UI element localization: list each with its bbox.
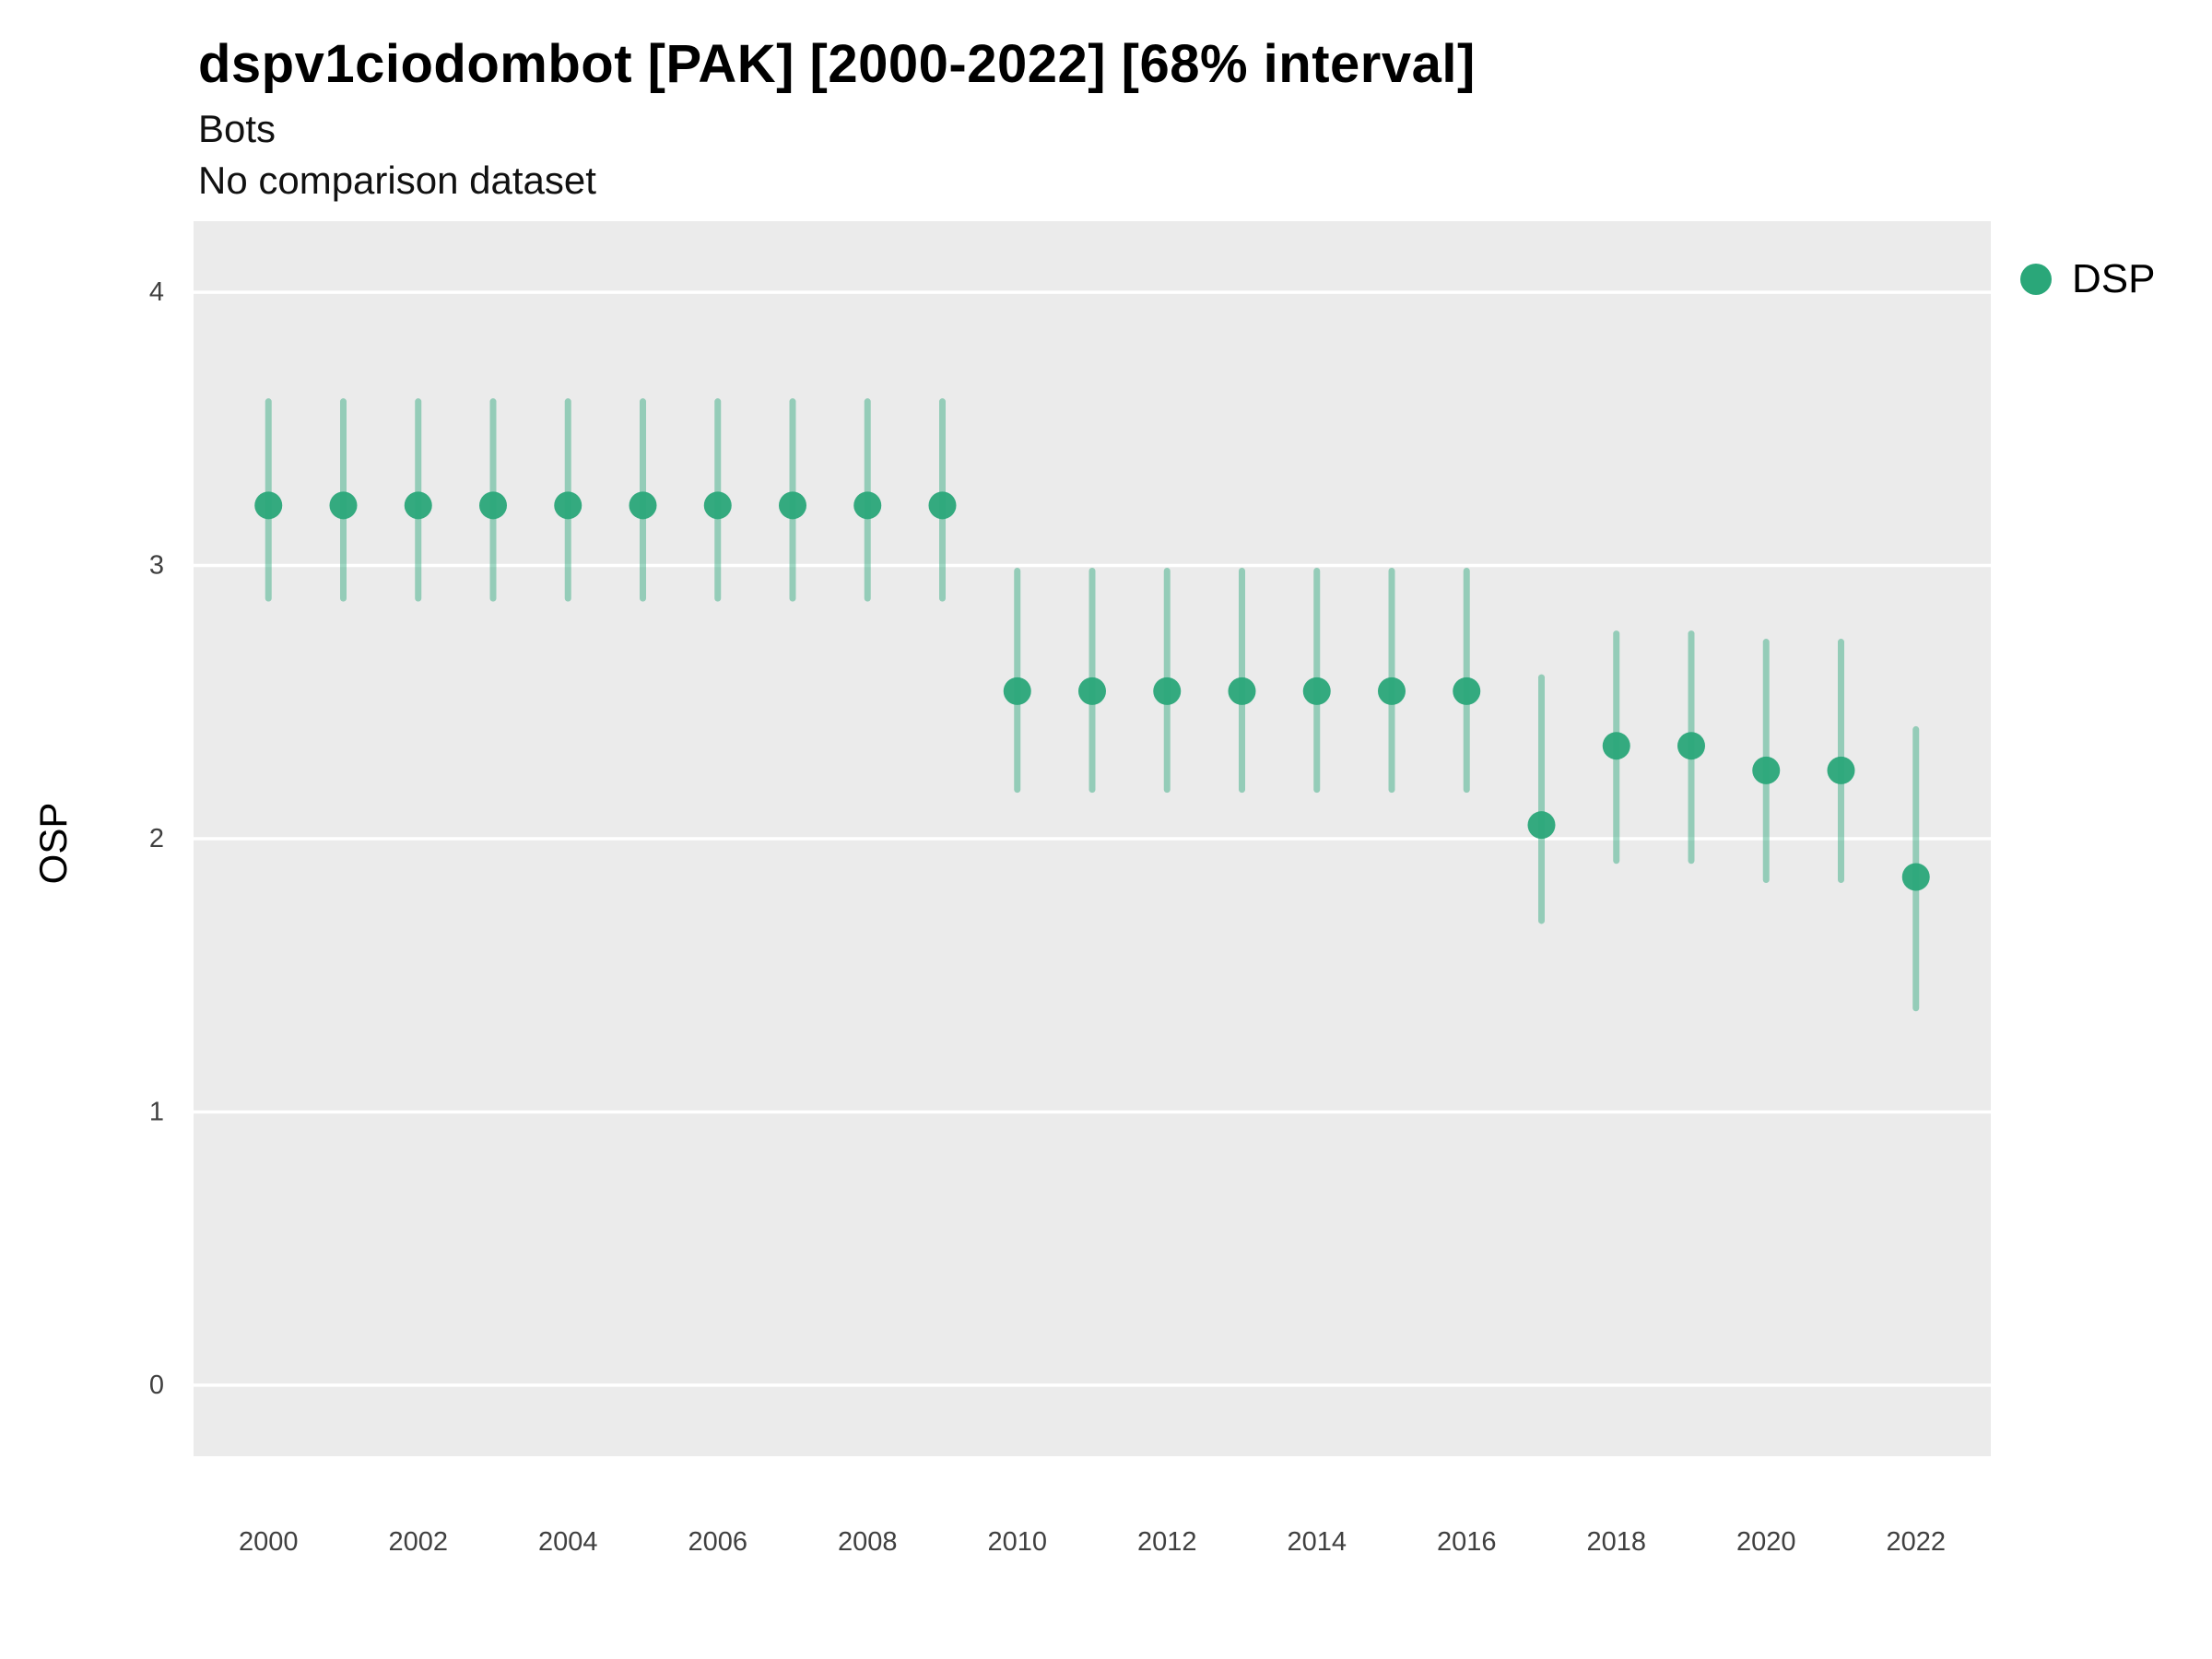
data-point [1527, 811, 1556, 840]
data-point [1302, 677, 1331, 705]
data-point [703, 491, 732, 520]
y-tick-label: 2 [149, 824, 164, 853]
data-point [1003, 677, 1031, 705]
legend-label: DSP [2072, 256, 2156, 301]
data-point [554, 491, 582, 520]
data-point [1827, 756, 1855, 784]
data-point [1602, 732, 1630, 760]
chart-title: dspv1ciodombot [PAK] [2000-2022] [68% in… [198, 34, 1476, 94]
x-tick-label: 2014 [1287, 1527, 1347, 1557]
data-point [779, 491, 806, 520]
x-tick-label: 2016 [1437, 1527, 1497, 1557]
data-point [1153, 677, 1182, 705]
x-tick-label: 2008 [838, 1527, 898, 1557]
data-point [853, 491, 882, 520]
data-point [1228, 677, 1256, 705]
x-tick-label: 2020 [1736, 1527, 1796, 1557]
x-tick-label: 2018 [1586, 1527, 1646, 1557]
data-point [1677, 732, 1705, 760]
y-tick-label: 3 [149, 551, 164, 581]
x-tick-label: 2010 [987, 1527, 1047, 1557]
legend-dot-icon [2020, 264, 2052, 295]
y-tick-label: 4 [149, 277, 164, 307]
data-point [1752, 756, 1781, 784]
data-point [629, 491, 657, 520]
legend: DSP [2020, 256, 2155, 302]
data-point [928, 491, 957, 520]
y-axis-label: OSP [31, 802, 75, 885]
data-point [1453, 677, 1481, 705]
y-tick-label: 1 [149, 1097, 164, 1126]
data-point [254, 491, 283, 520]
x-tick-label: 2022 [1886, 1527, 1946, 1557]
x-tick-label: 2004 [538, 1527, 598, 1557]
data-point [404, 491, 432, 520]
chart-subtitle-line2: No comparison dataset [198, 159, 596, 202]
x-tick-label: 2012 [1137, 1527, 1197, 1557]
data-point [479, 491, 507, 520]
x-tick-label: 2006 [688, 1527, 747, 1557]
chart-subtitle-line1: Bots [198, 107, 276, 150]
data-point [1078, 677, 1106, 705]
x-tick-label: 2002 [388, 1527, 448, 1557]
data-point [1378, 677, 1406, 705]
data-point [329, 491, 358, 520]
x-tick-label: 2000 [239, 1527, 299, 1557]
data-point [1901, 863, 1930, 891]
y-tick-label: 0 [149, 1371, 164, 1400]
